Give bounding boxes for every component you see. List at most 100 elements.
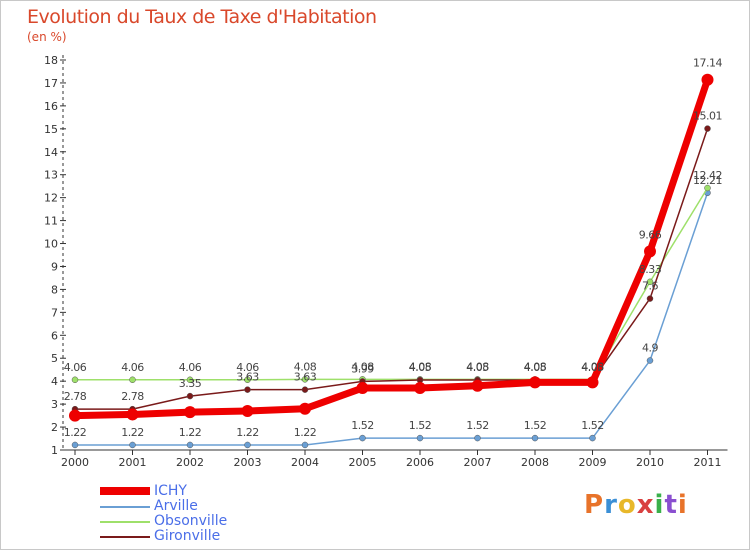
series-line-gironville [74,127,709,410]
data-point-obsonville [646,278,654,286]
data-label-obsonville: 4.06 [236,361,259,374]
data-point-ichy [69,409,81,422]
data-point-arville [646,357,654,364]
x-tick-label: 2009 [579,456,607,469]
series-line-arville [74,192,709,446]
chart-title: Evolution du Taux de Taxe d'Habitation [27,6,377,28]
data-label-obsonville: 4.06 [121,361,144,374]
data-label-obsonville: 12.42 [693,169,722,182]
data-point-arville [531,434,539,442]
logo-letter: t [664,490,678,520]
data-point-arville [589,434,596,442]
y-tick-label: 12 [44,192,58,205]
data-label-gironville: 3.63 [236,371,259,384]
x-tick-label: 2006 [406,456,434,469]
data-label-gironville: 3.35 [179,377,202,390]
data-point-ichy [586,376,599,389]
data-point-arville [129,441,136,449]
y-tick-label: 18 [44,54,58,67]
legend-swatch [100,487,150,495]
data-label-arville: 1.52 [581,419,604,432]
data-label-gironville: 3.99 [351,362,374,375]
logo-letter: i [654,490,665,520]
data-label-gironville: 15.01 [693,110,722,123]
y-tick-label: 8 [51,283,58,296]
y-tick-label: 10 [44,238,58,251]
data-point-ichy [701,73,714,86]
y-tick-label: 4 [51,375,58,388]
data-label-obsonville: 4.06 [179,361,202,374]
data-label-arville: 1.52 [524,419,547,432]
data-point-ichy [644,245,656,258]
data-label-obsonville: 4.08 [581,360,604,373]
legend-label: ICHY [154,483,187,499]
y-tick-label: 1 [51,444,58,457]
x-tick-label: 2002 [176,456,204,469]
chart-subtitle: (en %) [27,30,67,44]
legend-swatch [100,506,150,508]
x-tick-label: 2004 [291,456,319,469]
data-point-arville [416,434,424,442]
logo-letter: o [617,490,637,520]
data-point-obsonville [71,376,79,384]
series-line-ichy [71,76,711,420]
data-label-obsonville: 4.08 [409,360,432,373]
y-tick-label: 14 [44,146,58,159]
data-point-arville [301,441,309,449]
data-label-gironville: 2.78 [64,390,87,403]
logo-letter: P [584,490,605,520]
data-label-obsonville: 4.08 [466,360,489,373]
data-label-gironville: 4.05 [466,361,489,374]
data-point-gironville [301,386,309,393]
data-point-arville [244,441,251,449]
data-point-gironville [186,392,194,400]
data-point-gironville [244,386,251,393]
data-label-gironville: 4.05 [409,361,432,374]
data-label-arville: 1.22 [294,426,317,439]
data-point-gironville [704,125,711,132]
data-label-arville: 1.52 [466,419,489,432]
legend-swatch [100,536,150,538]
y-tick-label: 7 [51,306,58,319]
data-point-ichy [241,405,254,417]
data-point-obsonville [186,376,194,384]
data-label-arville: 1.22 [236,426,259,439]
logo-letter: r [604,490,618,520]
data-label-gironville: 2.78 [121,390,144,403]
legend-label: Arville [154,498,198,514]
data-point-arville [186,441,194,449]
y-tick-label: 11 [44,215,58,228]
data-point-obsonville [129,376,136,384]
data-label-obsonville: 8.33 [639,263,662,276]
series-layer [69,73,714,449]
data-label-gironville: 3.63 [294,371,317,384]
data-point-ichy [529,376,541,389]
data-label-gironville: 4.05 [524,361,547,374]
data-label-gironville: 7.6 [642,280,658,293]
y-tick-label: 13 [44,169,58,182]
y-tick-label: 9 [51,260,58,273]
data-point-arville [359,434,366,442]
data-label-arville: 1.52 [351,419,374,432]
y-tick-label: 17 [44,77,58,90]
data-point-ichy [184,406,196,419]
data-label-arville: 1.52 [409,419,432,432]
data-label-obsonville: 4.06 [64,361,87,374]
data-label-gironville: 4.05 [581,361,604,374]
data-label-arville: 12.21 [693,174,722,187]
y-tick-label: 5 [51,352,58,365]
data-point-ichy [414,382,426,395]
x-tick-label: 2007 [464,456,492,469]
x-tick-label: 2001 [119,456,147,469]
x-tick-label: 2003 [234,456,262,469]
data-point-gironville [646,295,654,302]
y-tick-label: 16 [44,100,58,113]
data-label-obsonville: 4.08 [294,360,317,373]
data-label-arville: 1.22 [64,426,87,439]
data-point-obsonville [244,376,251,384]
data-label-ichy: 17.14 [693,57,722,70]
y-tick-label: 2 [51,421,58,434]
y-tick-label: 15 [44,123,58,136]
data-point-ichy [356,382,369,395]
